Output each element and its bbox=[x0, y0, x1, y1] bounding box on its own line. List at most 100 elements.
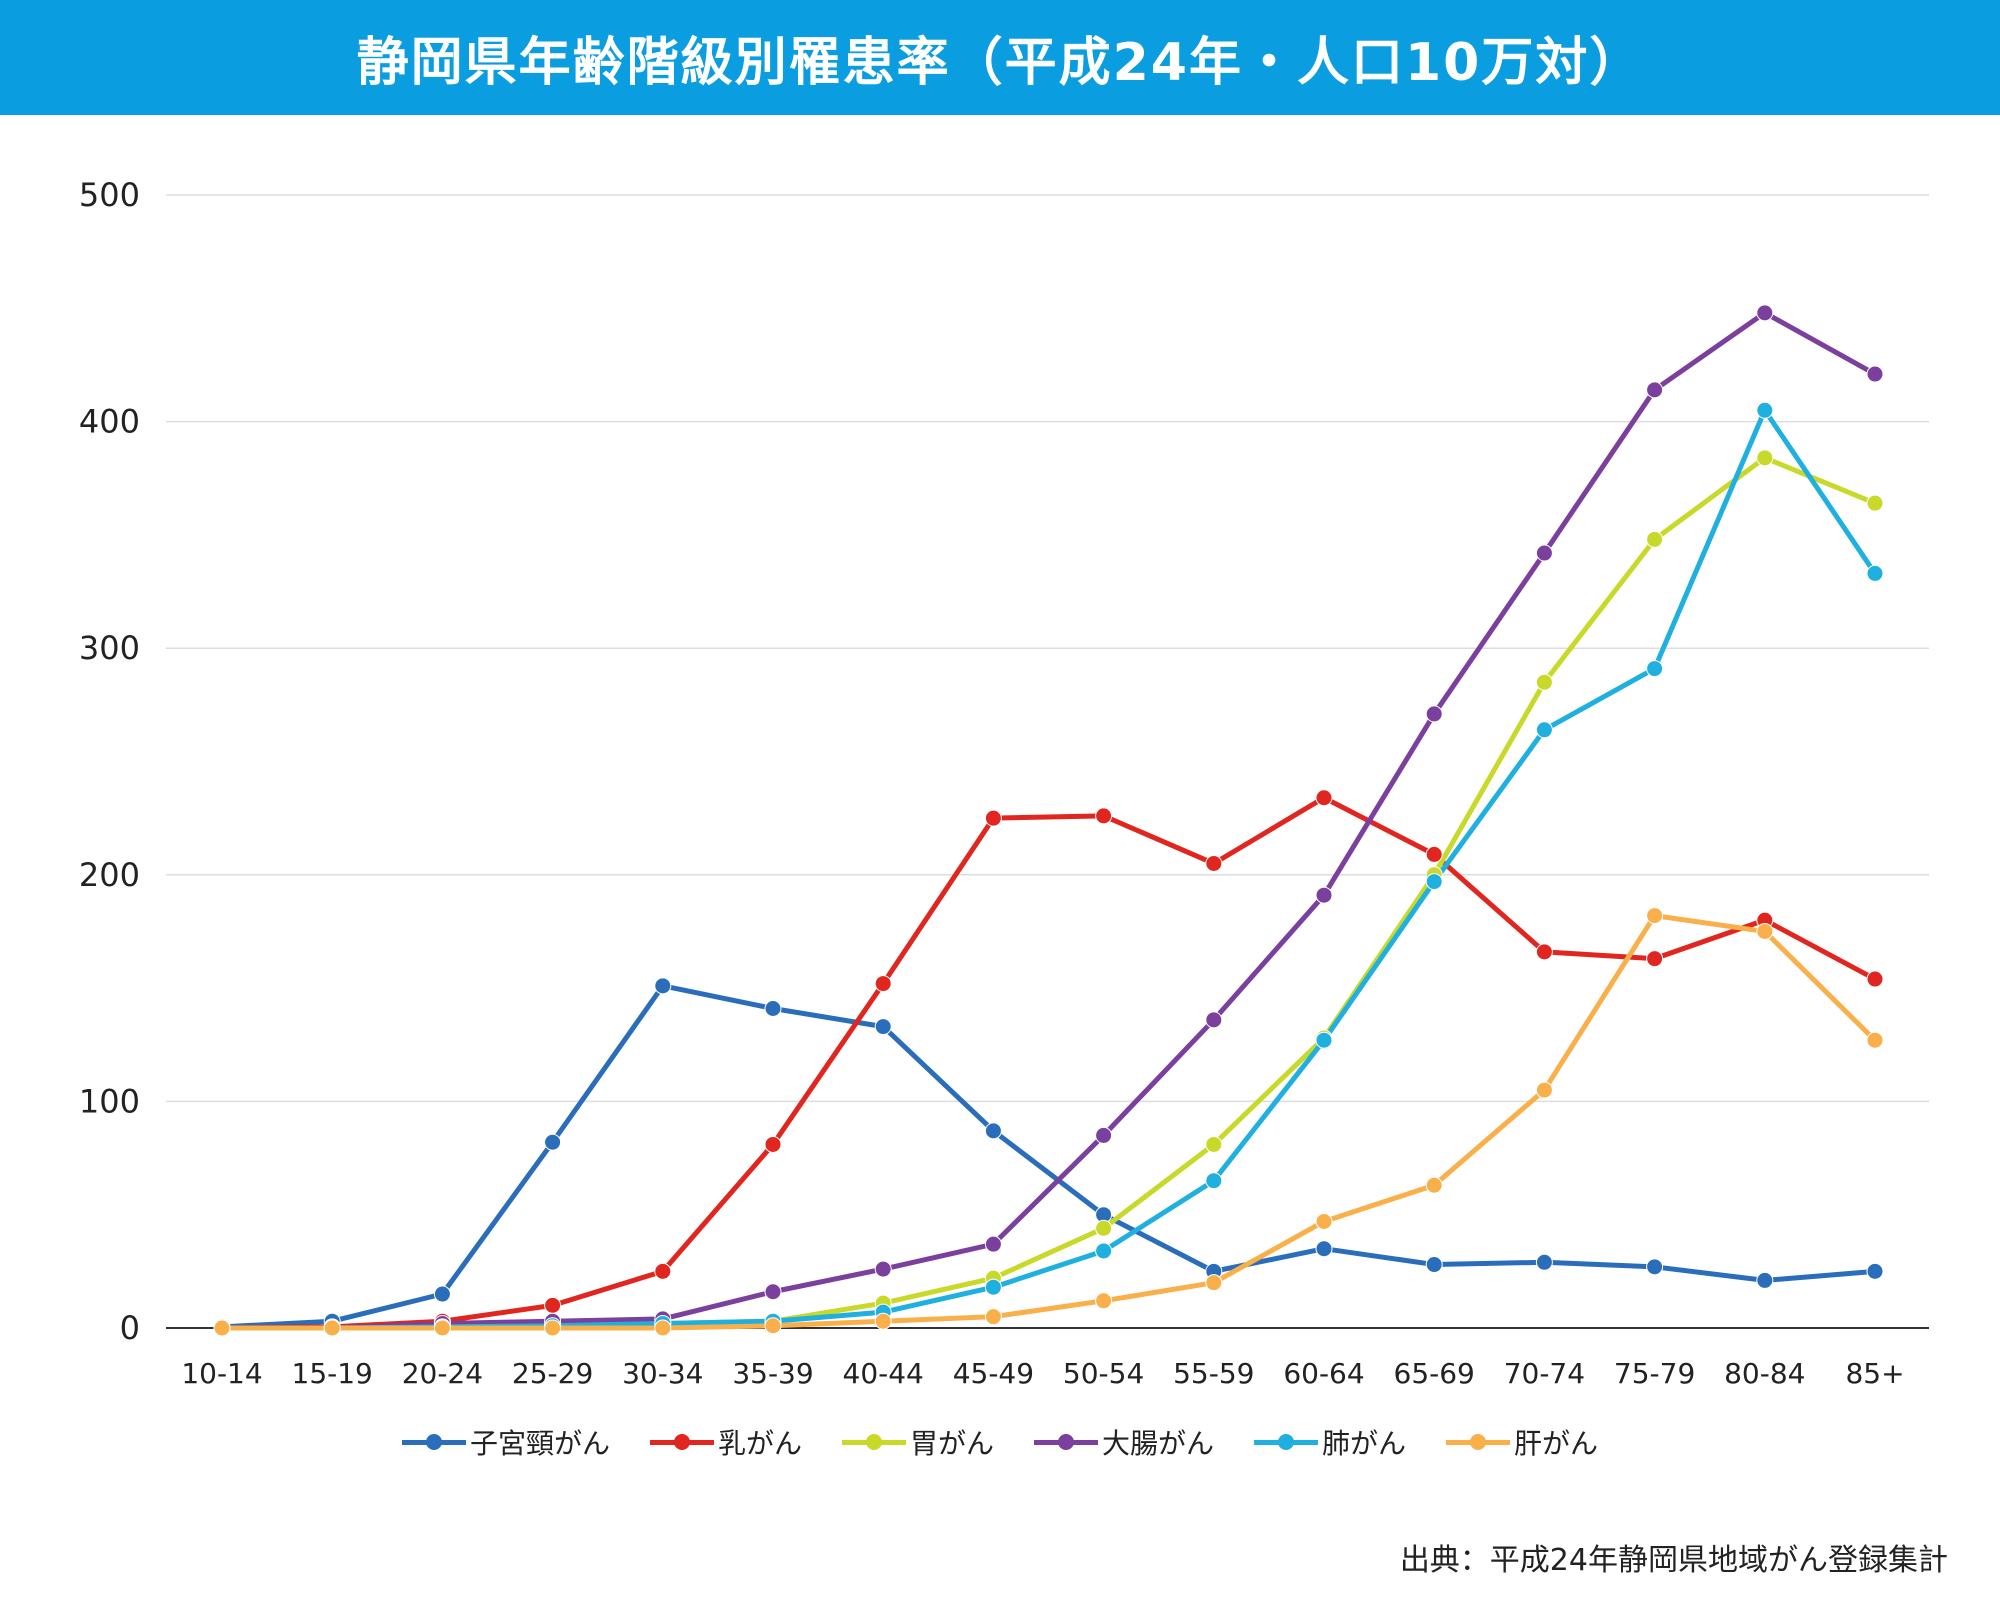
y-tick-label: 400 bbox=[79, 403, 140, 441]
legend-label: 胃がん bbox=[909, 1427, 994, 1460]
x-tick-label: 20-24 bbox=[402, 1357, 483, 1390]
data-point bbox=[1535, 1081, 1553, 1099]
series-line bbox=[221, 795, 1877, 1331]
series-line bbox=[222, 455, 1876, 1331]
legend-line-marker-icon bbox=[1034, 1433, 1098, 1450]
data-point bbox=[984, 1308, 1002, 1326]
data-point bbox=[874, 1312, 892, 1330]
data-point bbox=[874, 1260, 892, 1278]
data-point bbox=[1315, 1031, 1333, 1049]
data-point bbox=[1756, 401, 1774, 419]
data-point bbox=[1535, 943, 1553, 961]
source-note: 出典：平成24年静岡県地域がん登録集計 bbox=[1399, 1543, 1948, 1578]
x-tick-label: 15-19 bbox=[292, 1357, 373, 1390]
data-point bbox=[213, 1319, 231, 1337]
data-point bbox=[1646, 950, 1664, 968]
x-tick-label: 85+ bbox=[1845, 1357, 1904, 1390]
data-point bbox=[1095, 1242, 1113, 1260]
legend-label: 肺がん bbox=[1322, 1427, 1407, 1460]
chart-title: 静岡県年齢階級別罹患率（平成24年・人口10万対） bbox=[356, 33, 1644, 93]
data-point bbox=[984, 1278, 1002, 1296]
x-tick-label: 40-44 bbox=[843, 1357, 924, 1390]
data-point bbox=[764, 1317, 782, 1335]
legend-label: 大腸がん bbox=[1102, 1427, 1215, 1460]
data-point bbox=[1315, 886, 1333, 904]
data-point bbox=[433, 1319, 451, 1337]
data-point bbox=[1756, 304, 1774, 322]
x-tick-label: 35-39 bbox=[732, 1357, 813, 1390]
data-point bbox=[1756, 1271, 1774, 1289]
data-point bbox=[1756, 449, 1774, 467]
data-point bbox=[654, 1319, 672, 1337]
data-point bbox=[1095, 1292, 1113, 1310]
data-point bbox=[1646, 660, 1664, 678]
x-tick-label: 25-29 bbox=[512, 1357, 593, 1390]
x-tick-label: 60-64 bbox=[1283, 1357, 1364, 1390]
legend-line-marker-icon bbox=[401, 1433, 466, 1450]
x-tick-label: 30-34 bbox=[622, 1357, 703, 1390]
data-point bbox=[1425, 1256, 1443, 1274]
legend-item: 大腸がん bbox=[1034, 1422, 1214, 1462]
data-point bbox=[1866, 494, 1884, 512]
data-point bbox=[1095, 1126, 1113, 1144]
x-tick-label: 75-79 bbox=[1614, 1357, 1695, 1390]
data-point bbox=[874, 1018, 892, 1036]
data-point bbox=[1315, 789, 1333, 807]
data-point bbox=[544, 1296, 562, 1314]
x-tick-label: 50-54 bbox=[1063, 1357, 1144, 1390]
data-point bbox=[323, 1319, 341, 1337]
legend-label: 子宮頸がん bbox=[469, 1427, 610, 1460]
data-point bbox=[1535, 673, 1553, 691]
series-line bbox=[222, 913, 1877, 1331]
y-tick-label: 200 bbox=[79, 856, 140, 894]
y-tick-label: 0 bbox=[120, 1309, 140, 1347]
legend-item: 肝がん bbox=[1446, 1422, 1598, 1462]
data-point bbox=[1646, 907, 1664, 925]
data-point bbox=[1205, 854, 1223, 872]
data-point bbox=[1646, 381, 1664, 399]
data-point bbox=[544, 1319, 562, 1337]
data-point bbox=[1866, 970, 1884, 988]
legend-line-marker-icon bbox=[1446, 1433, 1511, 1450]
data-point bbox=[1646, 530, 1664, 548]
legend-line-marker-icon bbox=[1254, 1433, 1319, 1450]
x-tick-label: 80-84 bbox=[1724, 1357, 1805, 1390]
x-tick-label: 70-74 bbox=[1504, 1357, 1585, 1390]
data-point bbox=[1425, 873, 1443, 891]
data-point bbox=[984, 809, 1002, 827]
data-point bbox=[1315, 1212, 1333, 1230]
legend-line-marker-icon bbox=[841, 1433, 906, 1450]
data-point bbox=[544, 1133, 562, 1151]
data-point bbox=[1866, 1031, 1884, 1049]
legend-label: 肝がん bbox=[1514, 1427, 1599, 1460]
x-tick-label: 65-69 bbox=[1394, 1357, 1475, 1390]
data-point bbox=[1866, 564, 1884, 582]
data-point bbox=[874, 975, 892, 993]
y-tick-label: 300 bbox=[79, 629, 140, 667]
data-point bbox=[1756, 922, 1774, 940]
data-point bbox=[1425, 845, 1443, 863]
data-point bbox=[1205, 1011, 1223, 1029]
data-point bbox=[1425, 1176, 1443, 1194]
data-point bbox=[1646, 1258, 1664, 1276]
data-point bbox=[1425, 705, 1443, 723]
chart-title-banner: 静岡県年齢階級別罹患率（平成24年・人口10万対） bbox=[0, 0, 2000, 115]
x-tick-label: 10-14 bbox=[181, 1357, 262, 1390]
data-point bbox=[1535, 1253, 1553, 1271]
data-point bbox=[1315, 1240, 1333, 1258]
legend-item: 胃がん bbox=[841, 1422, 994, 1462]
series-line bbox=[222, 310, 1877, 1331]
data-point bbox=[654, 977, 672, 995]
data-point bbox=[984, 1122, 1002, 1140]
data-point bbox=[1205, 1172, 1223, 1190]
data-point bbox=[764, 1135, 782, 1153]
data-point bbox=[764, 999, 782, 1017]
x-tick-label: 45-49 bbox=[953, 1357, 1034, 1390]
legend-item: 乳がん bbox=[649, 1422, 802, 1462]
data-point bbox=[1095, 807, 1113, 825]
data-point bbox=[1205, 1135, 1223, 1153]
y-tick-label: 100 bbox=[79, 1082, 140, 1120]
data-point bbox=[1866, 365, 1884, 383]
x-tick-label: 55-59 bbox=[1173, 1357, 1254, 1390]
